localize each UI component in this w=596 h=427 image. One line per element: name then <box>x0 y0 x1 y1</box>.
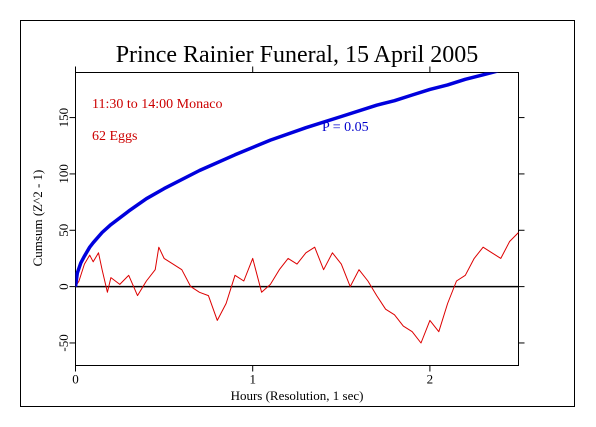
chart-title: Prince Rainier Funeral, 15 April 2005 <box>116 42 479 68</box>
x-axis: 0 1 2 <box>72 66 434 387</box>
y-tick-label: -50 <box>56 334 71 351</box>
plot-marks <box>75 72 519 344</box>
series-line-cumsum <box>75 232 519 344</box>
x-tick-label: 2 <box>427 372 434 387</box>
y-axis: -50 0 50 100 150 <box>56 108 525 352</box>
annotation-eggs: 62 Eggs <box>92 129 138 144</box>
annotation-time: 11:30 to 14:00 Monaco <box>92 97 223 112</box>
y-tick-label: 50 <box>56 224 71 237</box>
outer-frame <box>20 20 575 407</box>
plot-area-border <box>75 72 519 366</box>
y-axis-label: Cumsum (Z^2 - 1) <box>30 170 45 267</box>
annotation-probability: P = 0.05 <box>322 120 369 135</box>
x-tick-label: 0 <box>72 372 79 387</box>
y-tick-label: 150 <box>56 108 71 128</box>
x-axis-label: Hours (Resolution, 1 sec) <box>231 388 364 403</box>
series-line-probability <box>75 72 499 287</box>
y-tick-label: 100 <box>56 164 71 184</box>
y-tick-label: 0 <box>56 283 71 290</box>
x-tick-label: 1 <box>249 372 256 387</box>
